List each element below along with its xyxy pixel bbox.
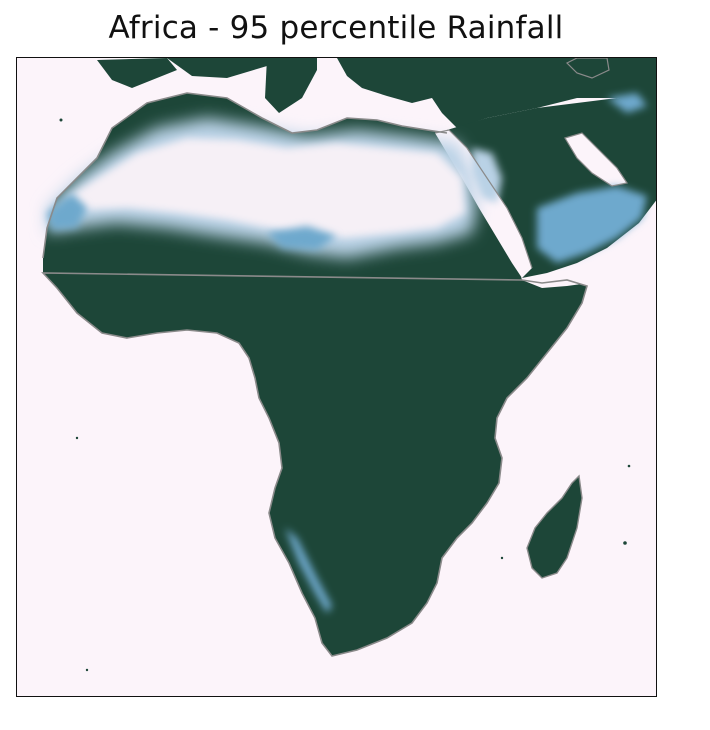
rainfall-map — [17, 58, 656, 696]
island-dot — [59, 118, 63, 122]
coastline-gulf — [564, 132, 628, 187]
gulf-of-aden — [522, 273, 589, 288]
persian-gulf — [565, 133, 627, 186]
island-dot — [500, 556, 504, 560]
island-dot — [75, 436, 79, 440]
map-frame — [16, 57, 657, 697]
land-balkans-turkey — [337, 58, 656, 128]
namib-dry-strip — [285, 528, 332, 613]
coastline-madagascar — [526, 474, 583, 579]
island-dot — [627, 464, 631, 468]
land-europe — [97, 58, 177, 88]
coastline-redsea — [434, 129, 533, 269]
coastline-africa — [41, 92, 588, 657]
land-italy — [265, 58, 317, 113]
sahara-blue-edge — [47, 193, 337, 250]
island-dot — [85, 668, 89, 672]
coastline-caspian — [565, 58, 610, 79]
sahara-core — [67, 138, 465, 238]
land-europe-2 — [167, 58, 267, 78]
map-title: Africa - 95 percentile Rainfall — [108, 10, 564, 46]
island-dot — [623, 541, 627, 545]
